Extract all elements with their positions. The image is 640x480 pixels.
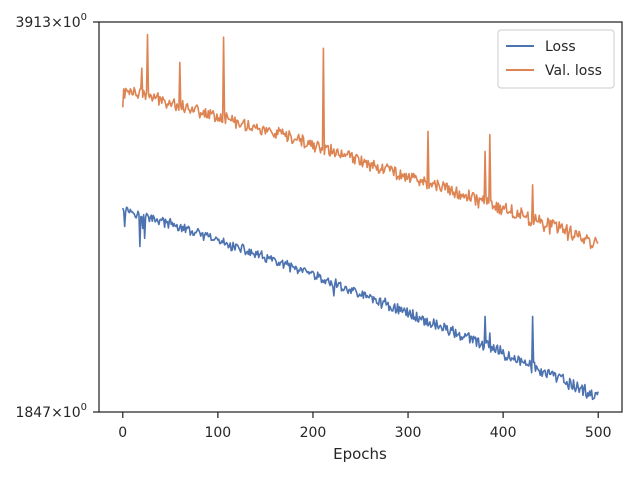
x-tick-label: 0 (118, 425, 127, 441)
series-line-val-loss (121, 33, 599, 250)
legend: Loss Val. loss (497, 29, 615, 89)
x-tick-label: 500 (585, 425, 612, 441)
y-tick-label: 3913×100 (15, 12, 87, 31)
x-tick-label: 400 (490, 425, 517, 441)
x-tick-label: 200 (300, 425, 327, 441)
y-tick-label: 1847×100 (15, 402, 87, 421)
x-tick-label: 100 (204, 425, 231, 441)
series-line-loss (122, 206, 599, 401)
legend-box (497, 29, 615, 89)
legend-label: Val. loss (545, 63, 602, 79)
legend-label: Loss (545, 39, 576, 55)
plot-frame (98, 21, 623, 413)
x-axis-title: Epochs (333, 445, 387, 463)
x-tick-label: 300 (395, 425, 422, 441)
